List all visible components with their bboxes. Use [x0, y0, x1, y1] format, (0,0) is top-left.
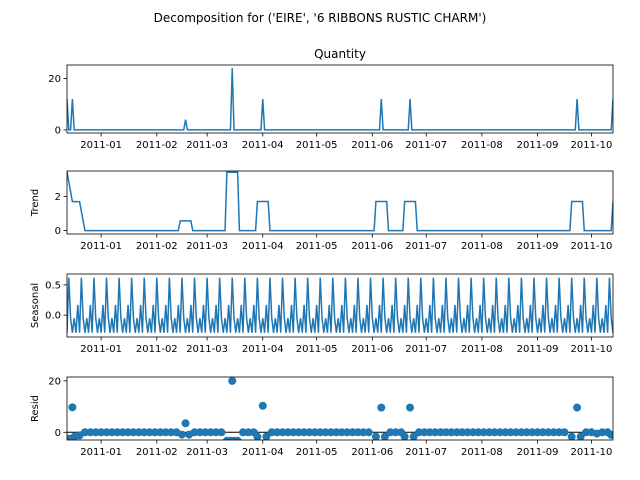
plot-area — [67, 68, 613, 131]
x-tick-label: 2011-10 — [571, 447, 613, 458]
resid-point — [262, 432, 271, 440]
y-tick-label: 0 — [55, 428, 61, 439]
x-tick-label: 2011-05 — [296, 447, 338, 458]
y-tick-label: 0.0 — [45, 311, 61, 322]
resid-point — [371, 432, 380, 440]
resid-point — [364, 428, 373, 437]
resid-point — [228, 377, 237, 385]
series-line-seasonal — [67, 277, 613, 333]
y-axis-label: Resid — [30, 395, 41, 422]
x-tick-label: 2011-10 — [571, 241, 613, 252]
x-tick-label: 2011-10 — [571, 344, 613, 355]
x-tick-label: 2011-05 — [296, 344, 338, 355]
x-tick-label: 2011-06 — [351, 344, 393, 355]
x-tick-label: 2011-08 — [461, 447, 503, 458]
x-tick-label: 2011-03 — [186, 447, 228, 458]
x-tick-label: 2011-02 — [136, 241, 178, 252]
x-tick-label: 2011-09 — [517, 140, 559, 151]
resid-point — [400, 432, 409, 440]
x-tick-label: 2011-09 — [517, 241, 559, 252]
x-tick-label: 2011-06 — [351, 447, 393, 458]
x-tick-label: 2011-09 — [517, 344, 559, 355]
resid-point — [258, 401, 267, 410]
x-tick-label: 2011-04 — [242, 344, 284, 355]
resid-point — [409, 432, 418, 440]
axes-frame — [66, 170, 614, 235]
resid-point — [576, 432, 585, 440]
resid-point — [68, 403, 77, 412]
panel-seasonal: 0.0 0.5 2011-01 2011-02 2011-03 2011-04 2011-0… — [30, 273, 614, 355]
x-tick-label: 2011-02 — [136, 344, 178, 355]
resid-point — [253, 432, 262, 440]
x-tick-label: 2011-01 — [80, 140, 122, 151]
y-tick-label: 0 — [55, 226, 61, 237]
resid-point — [380, 432, 389, 440]
y-axis-label: Trend — [30, 189, 41, 217]
x-tick-label: 2011-05 — [296, 140, 338, 151]
x-tick-label: 2011-07 — [405, 447, 447, 458]
resid-point — [406, 403, 415, 412]
y-tick-label: 20 — [48, 376, 61, 387]
x-tick-label: 2011-02 — [136, 140, 178, 151]
x-tick-label: 2011-08 — [461, 344, 503, 355]
plot-area — [67, 171, 613, 232]
resid-point — [567, 432, 576, 440]
x-tick-label: 2011-07 — [405, 241, 447, 252]
x-tick-label: 2011-07 — [405, 140, 447, 151]
y-tick-label: 0 — [55, 125, 61, 136]
resid-point — [217, 428, 226, 437]
x-tick-label: 2011-06 — [351, 241, 393, 252]
x-tick-label: 2011-01 — [80, 344, 122, 355]
x-tick-label: 2011-08 — [461, 140, 503, 151]
resid-point — [573, 403, 582, 412]
x-tick-label: 2011-04 — [242, 447, 284, 458]
x-tick-label: 2011-09 — [517, 447, 559, 458]
x-tick-label: 2011-04 — [242, 140, 284, 151]
panel-observed: 0 20 2011-01 2011-02 2011-03 2011-04 2011-05 20… — [48, 47, 614, 151]
x-tick-label: 2011-03 — [186, 344, 228, 355]
x-tick-label: 2011-04 — [242, 241, 284, 252]
plot-area — [67, 277, 613, 333]
series-line-trend — [67, 171, 613, 232]
axes-frame — [66, 273, 614, 338]
resid-point — [233, 436, 242, 440]
y-tick-label: 0.5 — [45, 280, 61, 291]
x-tick-label: 2011-01 — [80, 447, 122, 458]
resid-point — [177, 430, 186, 439]
resid-point — [181, 419, 190, 428]
y-axis-label: Seasonal — [30, 283, 41, 328]
x-tick-label: 2011-02 — [136, 447, 178, 458]
x-tick-label: 2011-08 — [461, 241, 503, 252]
resid-point — [560, 428, 569, 437]
x-tick-label: 2011-03 — [186, 140, 228, 151]
y-tick-label: 2 — [55, 192, 61, 203]
axes-frame — [66, 376, 614, 441]
resid-point — [607, 430, 613, 439]
figure-suptitle: Decomposition for ('EIRE', '6 RIBBONS RU… — [154, 11, 487, 25]
x-tick-label: 2011-10 — [571, 140, 613, 151]
y-tick-label: 20 — [48, 74, 61, 85]
x-tick-label: 2011-07 — [405, 344, 447, 355]
x-tick-label: 2011-05 — [296, 241, 338, 252]
plot-area — [67, 377, 613, 440]
axes-frame — [66, 64, 614, 134]
resid-point — [377, 403, 386, 412]
x-tick-label: 2011-03 — [186, 241, 228, 252]
panel-resid: 0 20 2011-01 2011-02 2011-03 2011-04 2011-05 20… — [30, 376, 614, 458]
panel-title: Quantity — [314, 47, 366, 61]
series-line-quantity — [67, 68, 613, 131]
panel-trend: 0 2 2011-01 2011-02 2011-03 2011-04 2011-05 201… — [30, 170, 614, 252]
x-tick-label: 2011-01 — [80, 241, 122, 252]
x-tick-label: 2011-06 — [351, 140, 393, 151]
